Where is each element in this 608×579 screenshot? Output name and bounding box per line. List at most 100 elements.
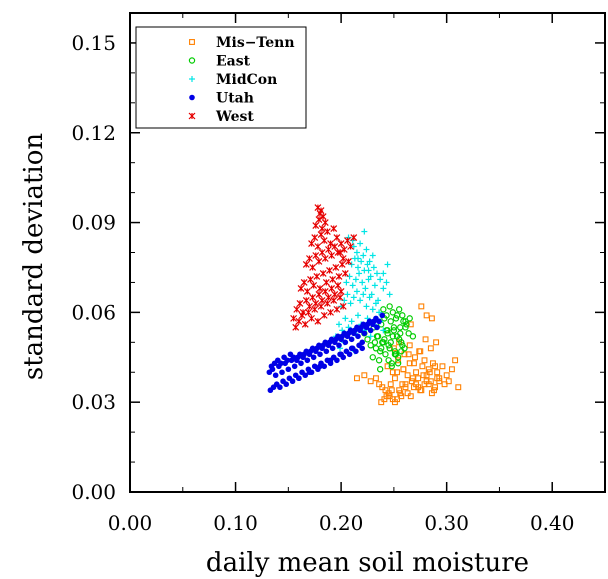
scatter-point [377,276,384,283]
scatter-point [334,357,340,364]
scatter-point [388,387,395,394]
scatter-point [338,336,344,343]
scatter-point [309,293,317,301]
scatter-point [306,302,313,310]
scatter-point [302,296,310,304]
scatter-point [391,348,399,355]
scatter-point [371,282,378,289]
scatter-point [397,324,404,331]
scatter-point [329,276,337,283]
scatter-point [425,366,432,373]
scatter-point [415,375,422,382]
scatter-point [365,267,372,274]
scatter-point [348,345,355,352]
legend-label: Utah [216,91,254,107]
scatter-point [297,285,305,292]
scatter-point [357,327,363,334]
scatter-point [312,348,319,355]
scatter-point [337,240,345,247]
scatter-point [353,348,359,355]
scatter-point [382,351,389,358]
scatter-point [390,324,398,331]
scatter-point [338,351,344,358]
scatter-point [409,375,416,382]
scatter-point [408,378,415,385]
scatter-point [350,294,357,301]
scatter-point [367,273,374,280]
scatter-point [300,279,308,286]
scatter-point [323,299,331,307]
scatter-point [417,348,424,355]
scatter-point [327,308,334,316]
scatter-point [399,312,406,319]
scatter-point [304,308,312,316]
scatter-point [320,311,328,319]
scatter-point [399,381,406,388]
scatter-point [372,375,379,382]
scatter-point [363,246,370,253]
scatter-point [402,318,409,325]
scatter-point [367,342,374,349]
scatter-point [296,299,304,307]
scatter-point [348,336,355,343]
scatter-point [394,369,401,376]
scatter-point [415,384,422,391]
scatter-point [433,339,440,346]
scatter-point [316,285,324,292]
scatter-point [291,363,298,370]
scatter-point [325,293,332,301]
scatter-point [344,291,351,298]
scatter-point [381,336,388,343]
scatter-point [374,270,380,277]
scatter-point [318,296,326,304]
scatter-point [334,282,342,289]
scatter-point [357,240,364,247]
scatter-point [277,384,283,391]
scatter-point [353,249,360,256]
scatter-point [418,303,425,310]
scatter-point [317,231,325,238]
scatter-point [387,318,394,325]
scatter-point [452,357,459,364]
scatter-point [289,378,296,385]
scatter-point [306,351,313,358]
scatter-point [375,297,382,304]
scatter-point [380,306,387,313]
scatter-point [395,357,402,364]
scatter-point [298,311,306,319]
x-tick-label: 0.20 [319,511,364,535]
scatter-point [321,287,329,295]
scatter-point [421,357,428,364]
scatter-point [367,378,374,385]
scatter-point [353,375,360,382]
scatter-point [317,302,325,310]
scatter-point [348,318,355,325]
scatter-point [383,279,390,286]
scatter-point [336,342,342,349]
scatter-point [312,252,320,259]
scatter-point [336,321,342,328]
scatter-point [369,306,376,313]
legend-label: West [215,109,254,125]
scatter-point [406,360,413,367]
scatter-point [418,387,425,394]
y-tick-label: 0.15 [71,31,116,55]
scatter-point [397,330,404,337]
scatter-point [272,372,279,379]
scatter-point [366,258,373,265]
scatter-point [342,339,349,346]
scatter-point [374,324,380,331]
scatter-point [410,360,417,367]
scatter-point [369,354,376,361]
scatter-point [346,273,353,280]
scatter-point [336,293,344,301]
scatter-point [409,333,417,340]
scatter-point [359,339,366,346]
scatter-point [376,381,383,388]
scatter-point [448,366,455,373]
scatter-point [398,348,405,355]
scatter-point [407,393,414,400]
scatter-point [389,333,397,340]
scatter-point [319,345,325,352]
scatter-point [308,240,315,247]
